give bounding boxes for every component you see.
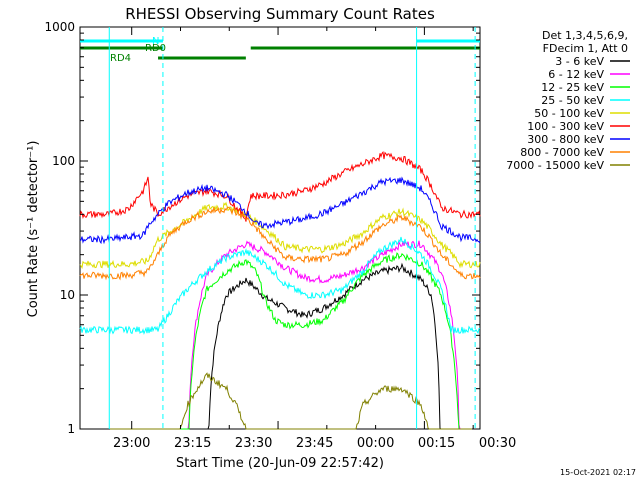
x-tick-label: 00:00 [357,436,394,451]
bar-label-rd4: RD4 [110,53,131,64]
y-tick-label: 1000 [44,20,75,34]
legend-label-300-800-kev: 300 - 800 keV [527,133,604,146]
x-tick-label: 23:15 [174,436,211,451]
series-line-50-100-kev [79,201,481,270]
y-tick-label: 1 [67,422,75,436]
vertical-markers [108,27,476,429]
series-layer [79,151,481,430]
bar-label-rd0: RD0 [145,43,166,54]
series-line-300-800-kev [79,176,481,245]
timestamp: 15-Oct-2021 02:17 [560,468,636,477]
series-line-800-7000-kev [79,206,481,281]
x-tick-label: 00:15 [418,436,455,451]
y-tick-label: 10 [60,288,75,302]
legend-label-100-300-kev: 100 - 300 keV [527,120,604,133]
x-axis-label: Start Time (20-Jun-09 22:57:42) [176,456,384,471]
legend-label-3-6-kev: 3 - 6 keV [555,55,604,68]
legend-label-6-12-kev: 6 - 12 keV [548,68,604,81]
x-tick-label: 00:30 [479,436,516,451]
chart-title: RHESSI Observing Summary Count Rates [125,5,435,23]
x-tick-label: 23:30 [235,436,272,451]
series-line-6-12-kev [149,240,480,430]
legend-header: FDecim 1, Att 0 [543,42,628,55]
legend-label-7000-15000-kev: 7000 - 15000 keV [506,159,604,172]
legend-header: Det 1,3,4,5,6,9, [542,29,628,42]
x-tick-label: 23:45 [296,436,333,451]
bar-label-n: N [152,36,159,47]
series-line-12-25-kev [149,252,480,430]
legend-label-50-100-kev: 50 - 100 keV [534,107,604,120]
legend: Det 1,3,4,5,6,9,FDecim 1, Att 03 - 6 keV… [506,29,630,172]
x-tick-label: 23:00 [113,436,150,451]
y-tick-label: 100 [52,154,75,168]
series-line-7000-15000-kev [110,372,480,430]
legend-label-12-25-kev: 12 - 25 keV [541,81,604,94]
series-line-100-300-kev [79,151,481,222]
series-line-25-50-kev [79,236,481,335]
x-axis-ticks: 23:00 23:15 23:30 23:45 00:00 00:15 00:30 [113,27,516,451]
legend-label-800-7000-kev: 800 - 7000 keV [520,146,604,159]
y-axis-ticks: 1 10 100 1000 [44,20,480,436]
y-axis-label: Count Rate (s⁻¹ detector⁻¹) [26,141,41,318]
legend-label-25-50-kev: 25 - 50 keV [541,94,604,107]
